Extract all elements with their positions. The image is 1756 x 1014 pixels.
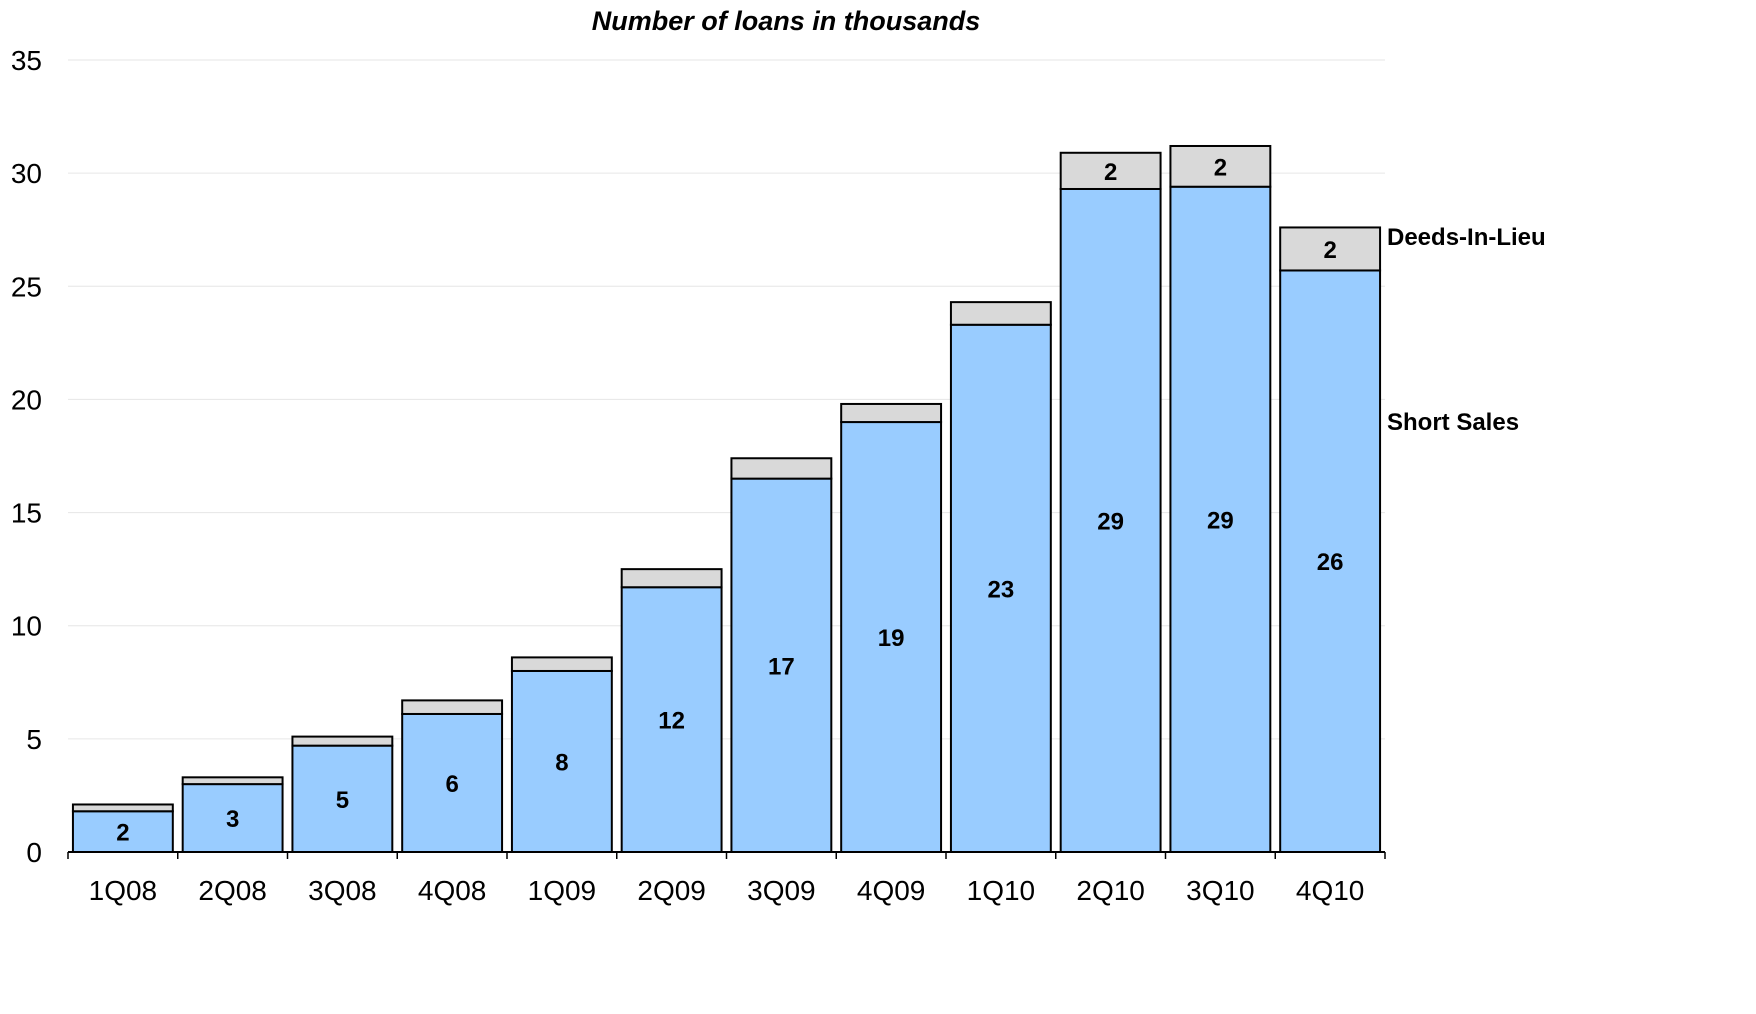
y-tick-label: 5 bbox=[26, 724, 42, 755]
bar-deeds-in-lieu bbox=[1169, 144, 1272, 188]
bar-short-sales bbox=[181, 783, 284, 853]
bar-short-sales bbox=[840, 421, 943, 853]
y-tick-label: 25 bbox=[11, 271, 42, 302]
bar-deeds-in-lieu bbox=[181, 776, 284, 786]
bar-deeds-in-lieu bbox=[730, 457, 833, 480]
series-label-short-sales: Short Sales bbox=[1387, 409, 1519, 436]
x-tick-label: 3Q09 bbox=[747, 875, 816, 906]
x-tick-label: 2Q09 bbox=[637, 875, 706, 906]
y-tick-label: 30 bbox=[11, 158, 42, 189]
x-tick-label: 2Q08 bbox=[198, 875, 267, 906]
data-label-short-sales: 29 bbox=[1207, 507, 1234, 534]
data-label-short-sales: 12 bbox=[658, 708, 685, 735]
data-label-short-sales: 19 bbox=[878, 625, 905, 652]
y-tick-label: 20 bbox=[11, 384, 42, 415]
x-tick-label: 3Q10 bbox=[1186, 875, 1255, 906]
x-tick-label: 3Q08 bbox=[308, 875, 377, 906]
data-label-short-sales: 17 bbox=[768, 653, 795, 680]
bar-deeds-in-lieu bbox=[291, 735, 394, 747]
data-label-short-sales: 23 bbox=[988, 576, 1015, 603]
bar-short-sales bbox=[1279, 269, 1382, 853]
bar-short-sales bbox=[291, 744, 394, 853]
x-tick-label: 1Q08 bbox=[89, 875, 158, 906]
data-label-short-sales: 6 bbox=[445, 771, 458, 798]
data-label-deeds-in-lieu: 2 bbox=[1214, 154, 1227, 181]
bar-short-sales bbox=[510, 669, 613, 853]
bar-deeds-in-lieu bbox=[71, 803, 174, 813]
bar-deeds-in-lieu bbox=[949, 301, 1052, 326]
bar-deeds-in-lieu bbox=[401, 699, 504, 715]
x-tick-label: 2Q10 bbox=[1076, 875, 1145, 906]
bar-deeds-in-lieu bbox=[1279, 226, 1382, 272]
x-tick-label: 4Q09 bbox=[857, 875, 926, 906]
y-tick-label: 15 bbox=[11, 498, 42, 529]
y-axis: 0 5 10 15 20 25 30 35 bbox=[11, 45, 42, 868]
x-tick-label: 4Q08 bbox=[418, 875, 487, 906]
bar-deeds-in-lieu bbox=[510, 656, 613, 672]
series-label-deeds-in-lieu: Deeds-In-Lieu bbox=[1387, 224, 1546, 251]
data-label-short-sales: 3 bbox=[226, 806, 239, 833]
data-label-deeds-in-lieu: 2 bbox=[1104, 159, 1117, 186]
x-tick-label: 1Q09 bbox=[528, 875, 597, 906]
data-label-short-sales: 5 bbox=[336, 787, 349, 814]
data-label-short-sales: 2 bbox=[116, 820, 129, 847]
x-tick-label: 1Q10 bbox=[967, 875, 1036, 906]
bar-short-sales bbox=[401, 712, 504, 853]
bar-deeds-in-lieu bbox=[1059, 151, 1162, 190]
data-label-deeds-in-lieu: 2 bbox=[1323, 237, 1336, 264]
y-tick-label: 10 bbox=[11, 611, 42, 642]
bar-short-sales bbox=[730, 477, 833, 853]
gridlines bbox=[68, 59, 1385, 740]
data-label-short-sales: 29 bbox=[1097, 508, 1124, 535]
y-tick-label: 0 bbox=[26, 837, 42, 868]
bar-deeds-in-lieu bbox=[840, 402, 943, 424]
x-tick-label: 4Q10 bbox=[1296, 875, 1365, 906]
bar-deeds-in-lieu bbox=[620, 568, 723, 589]
data-label-short-sales: 8 bbox=[555, 749, 568, 776]
bar-short-sales bbox=[620, 586, 723, 853]
y-tick-label: 35 bbox=[11, 45, 42, 76]
series-labels: Deeds-In-Lieu Short Sales bbox=[1387, 224, 1546, 436]
x-axis: 1Q08 2Q08 3Q08 4Q08 1Q09 2Q09 3Q09 4Q09 1Q10 2Q10… bbox=[67, 851, 1386, 906]
bar-short-sales bbox=[949, 323, 1052, 853]
data-label-short-sales: 26 bbox=[1317, 549, 1344, 576]
bar-short-sales bbox=[1169, 185, 1272, 854]
chart-title: Number of loans in thousands bbox=[592, 6, 981, 36]
bar-short-sales bbox=[1059, 187, 1162, 854]
